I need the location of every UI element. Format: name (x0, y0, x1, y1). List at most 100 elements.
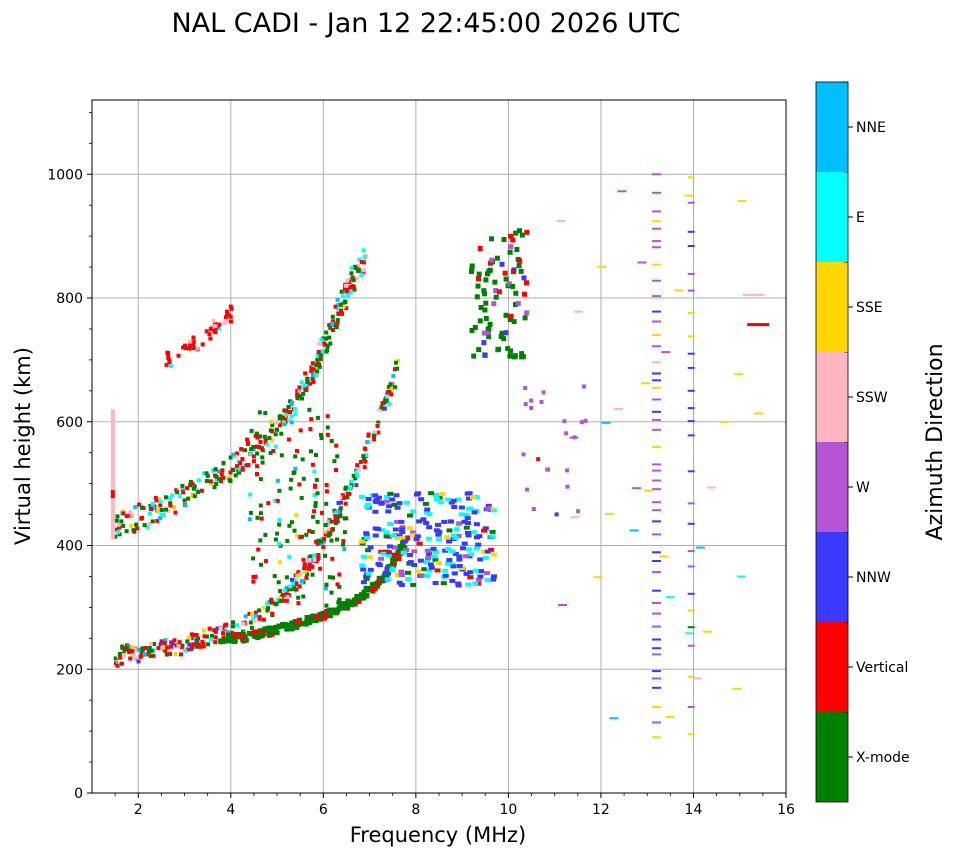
colorbar-segment-sse (816, 262, 848, 352)
echo-point (458, 512, 465, 517)
echo-point (130, 649, 135, 654)
echo-point (510, 283, 516, 289)
echo-point (539, 400, 544, 404)
echo-point (196, 642, 201, 647)
echo-point (652, 446, 661, 449)
echo-point (333, 514, 338, 519)
echo-point (214, 477, 219, 482)
echo-point (692, 677, 702, 680)
echo-point (129, 512, 134, 517)
echo-point (302, 566, 307, 571)
echo-point (285, 594, 290, 599)
echo-point (176, 644, 181, 649)
echo-point (687, 706, 695, 708)
echo-point (508, 233, 514, 239)
echo-point (226, 475, 231, 480)
echo-point (319, 539, 324, 544)
echo-point (273, 444, 278, 449)
echo-point (121, 523, 126, 528)
echo-point (406, 553, 413, 557)
echo-point (220, 468, 225, 473)
echo-point (309, 368, 314, 373)
echo-point (185, 647, 190, 652)
echo-point (212, 628, 217, 633)
echo-point (275, 531, 280, 536)
echo-point (448, 519, 454, 524)
echo-point (652, 320, 661, 323)
x-tick-label: 2 (134, 802, 143, 818)
echo-point (124, 645, 129, 650)
echo-point (335, 454, 340, 459)
echo-point (363, 576, 370, 581)
echo-point (282, 588, 287, 593)
echo-point (313, 618, 319, 624)
echo-point (330, 527, 335, 532)
echo-point (121, 511, 126, 516)
echo-point (652, 398, 661, 401)
echo-point (257, 615, 262, 620)
echo-point (133, 505, 138, 510)
echo-point (290, 577, 294, 582)
echo-point (389, 568, 396, 573)
echo-point (687, 434, 695, 437)
echo-point (345, 495, 350, 500)
echo-point (204, 479, 209, 483)
echo-point (483, 316, 489, 321)
echo-point (228, 314, 233, 319)
echo-point (168, 651, 173, 656)
echo-point (156, 508, 161, 513)
echo-point (310, 361, 315, 366)
echo-point (132, 647, 137, 652)
echo-point (249, 625, 254, 630)
echo-point (356, 599, 361, 604)
echo-point (398, 569, 405, 574)
echo-point (399, 536, 406, 541)
echo-point (311, 379, 316, 384)
echo-point (360, 580, 367, 585)
echo-point (416, 541, 423, 546)
echo-point (344, 485, 348, 490)
echo-point (652, 279, 661, 282)
echo-point (163, 638, 168, 643)
echo-point (362, 446, 367, 451)
echo-point (216, 469, 221, 474)
echo-point (335, 320, 340, 325)
echo-point (289, 620, 295, 626)
echo-point (177, 493, 182, 498)
echo-point (388, 382, 393, 387)
echo-point (477, 557, 484, 562)
echo-point (249, 452, 253, 457)
echo-point (524, 229, 530, 235)
echo-point (317, 611, 323, 617)
echo-point (341, 542, 345, 547)
echo-point (282, 422, 287, 427)
echo-point (440, 581, 447, 586)
echo-point (361, 270, 366, 275)
echo-point (359, 260, 364, 264)
echo-point (362, 465, 367, 470)
echo-point (335, 297, 340, 302)
echo-point (284, 418, 289, 423)
echo-point (292, 587, 296, 591)
echo-point (338, 514, 343, 518)
echo-point (481, 549, 488, 554)
echo-point (325, 344, 330, 348)
echo-point (342, 495, 347, 500)
echo-point (278, 414, 283, 419)
echo-point (255, 451, 260, 456)
echo-point (272, 498, 277, 503)
echo-point (414, 569, 421, 574)
echo-point (463, 513, 470, 517)
echo-point (521, 452, 526, 457)
echo-point (257, 608, 261, 613)
echo-point (481, 288, 487, 294)
echo-point (208, 336, 213, 341)
echo-point (158, 499, 163, 504)
echo-point (601, 421, 611, 424)
echo-point (227, 638, 233, 644)
echo-point (232, 632, 238, 638)
echo-point (128, 656, 133, 661)
echo-point (266, 606, 270, 611)
echo-point (394, 519, 401, 524)
echo-point (652, 589, 661, 592)
